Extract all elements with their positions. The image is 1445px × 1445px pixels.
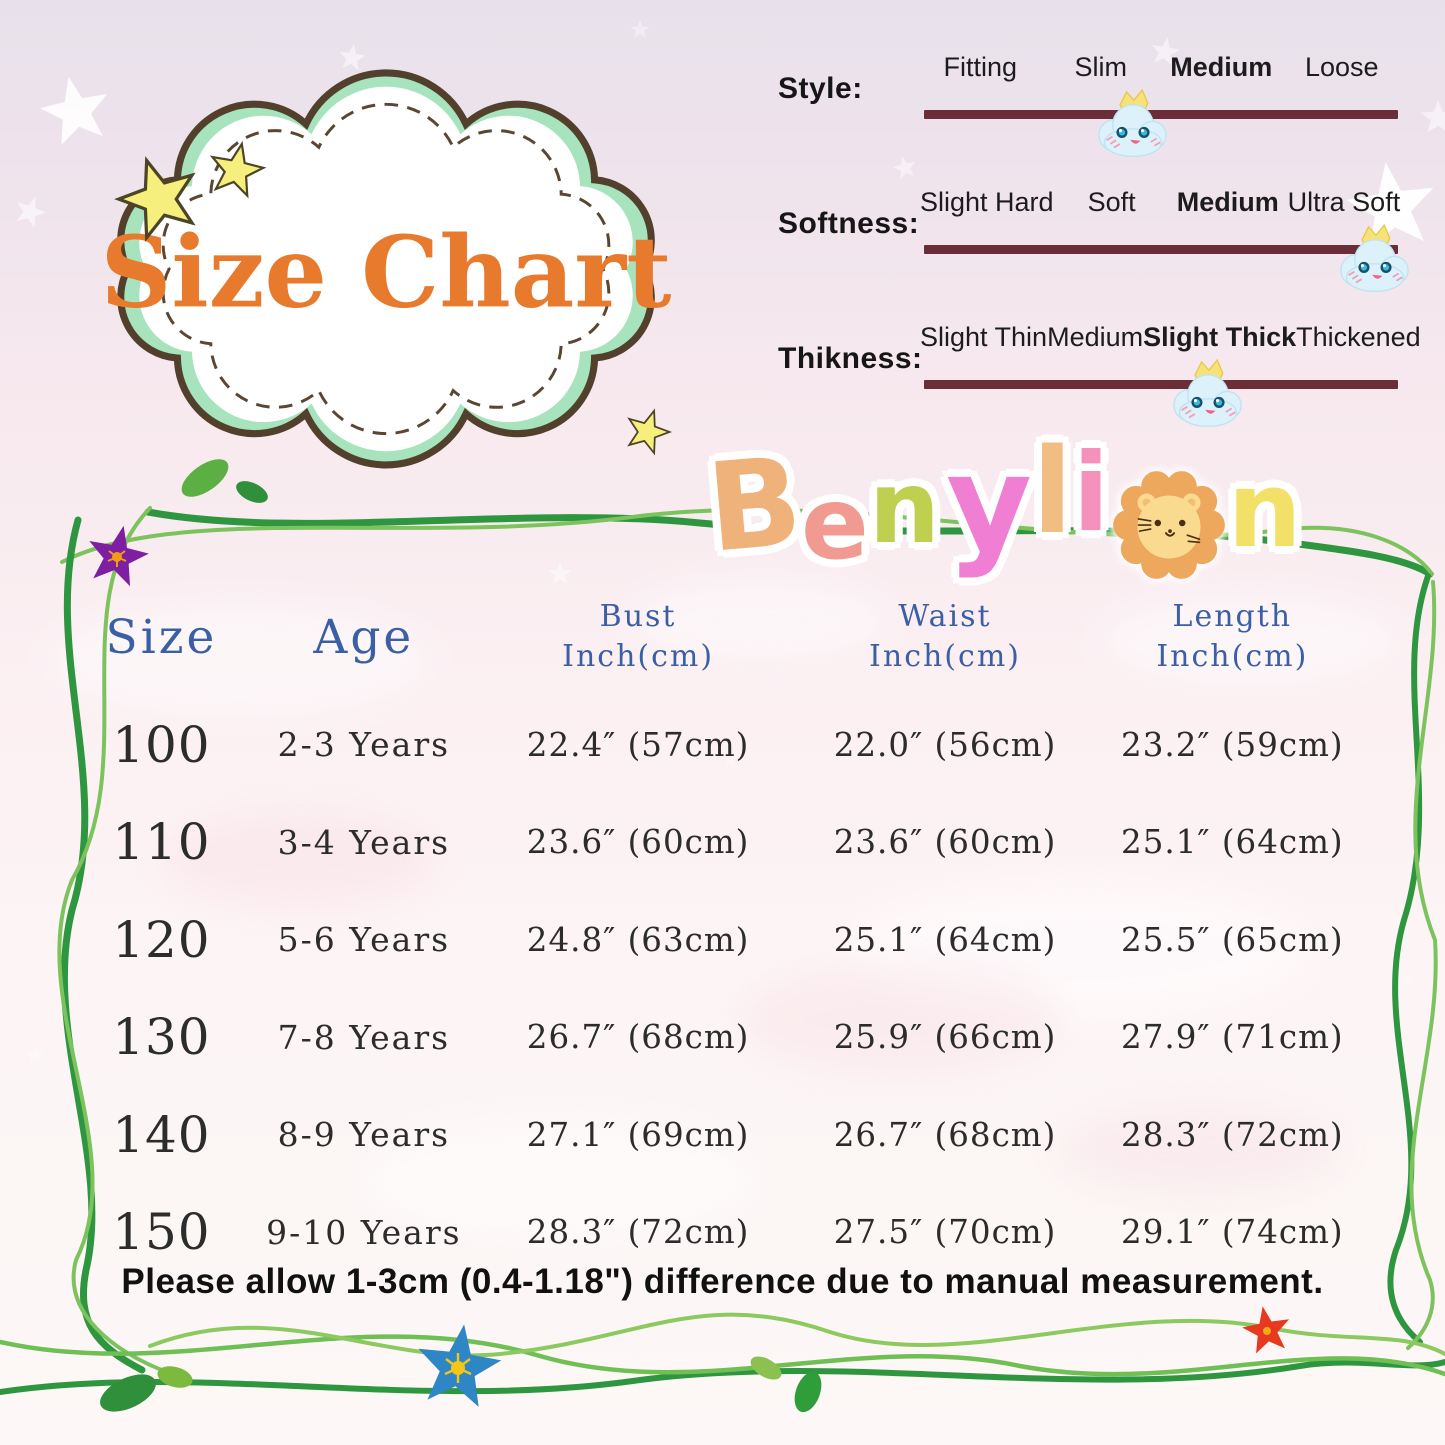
thikness-option: Thickened [1296,322,1421,352]
style-options: Fitting Slim Medium Loose [920,52,1402,83]
brand-letter: i [1072,431,1110,556]
brand-letter: B [701,430,808,580]
scale-row-softness: Softness: Slight Hard Soft Medium Ultra … [778,181,1402,316]
col-header-bust: Bust Inch(cm) [562,598,715,675]
length-value: 25.1″ (64cm) [1121,823,1344,862]
size-value: 130 [112,1008,211,1067]
softness-scale-bar [924,245,1398,254]
length-value: 28.3″ (72cm) [1121,1115,1344,1154]
waist-value: 22.0″ (56cm) [833,725,1057,764]
col-header-age: Age [313,609,415,665]
scale-bar [924,380,1398,389]
cloud-mascot-icon [1087,82,1179,170]
thikness-options: Slight Thin Medium Slight Thick Thickene… [920,322,1421,353]
style-option: Loose [1304,52,1379,82]
scale-bar [924,110,1398,119]
age-value: 3-4 Years [277,822,451,862]
brand-logo: B e n y l i [702,427,1302,581]
softness-label: Softness: [778,207,920,240]
size-value: 110 [112,813,211,872]
bust-value: 27.1″ (69cm) [526,1115,750,1154]
cloud-mascot-icon [1162,352,1254,440]
measurement-note: Please allow 1-3cm (0.4-1.18") differenc… [121,1262,1324,1301]
blue-flower-icon [411,1318,506,1410]
scale-row-thikness: Thikness: Slight Thin Medium Slight Thic… [778,316,1421,451]
style-option: Slim [1074,52,1128,82]
badge-title: Size Chart [101,215,672,330]
waist-value: 26.7″ (68cm) [833,1115,1057,1154]
table-row: 120 5-6 Years 24.8″ (63cm) 25.1″ (64cm) … [70,891,1376,989]
softness-option: Medium [1176,187,1279,217]
cloud-mascot-icon [1329,217,1421,305]
brand-letter: e [801,465,869,582]
age-value: 2-3 Years [277,725,451,765]
table-row: 130 7-8 Years 26.7″ (68cm) 25.9″ (66cm) … [70,989,1376,1087]
style-option-selected: Medium [1170,52,1273,82]
age-value: 9-10 Years [266,1212,462,1252]
bust-value: 24.8″ (63cm) [526,920,750,959]
length-value: 23.2″ (59cm) [1121,725,1344,764]
bust-value: 28.3″ (72cm) [526,1213,750,1252]
brand-letter: n [868,449,941,566]
softness-option: Slight Hard [920,187,1054,217]
col-header-waist: Waist Inch(cm) [869,598,1021,675]
thikness-scale-bar [924,380,1398,389]
table-row: 110 3-4 Years 23.6″ (60cm) 23.6″ (60cm) … [70,794,1376,892]
size-chart-badge: Size Chart [62,68,710,480]
bust-value: 22.4″ (57cm) [526,725,750,764]
table-row: 100 2-3 Years 22.4″ (57cm) 22.0″ (56cm) … [70,696,1376,794]
attribute-scales: Style: Fitting Slim Medium Loose Softnes… [778,46,1421,451]
cloud-frame: Size Chart [62,68,710,480]
size-value: 120 [112,910,211,969]
size-table: Size Age Bust Inch(cm) Waist Inch(cm) Leng… [70,578,1376,1281]
waist-value: 27.5″ (70cm) [833,1213,1057,1252]
size-value: 150 [112,1203,211,1262]
table-header-row: Size Age Bust Inch(cm) Waist Inch(cm) Leng… [70,578,1376,696]
style-scale-bar [924,110,1398,119]
brand-letter: y [946,427,1033,581]
scale-bar [924,245,1398,254]
length-value: 27.9″ (71cm) [1121,1018,1344,1057]
age-value: 5-6 Years [277,920,451,960]
age-value: 7-8 Years [277,1017,451,1057]
bust-value: 26.7″ (68cm) [526,1018,750,1057]
brand-letter: n [1227,449,1302,571]
red-flower-icon [1239,1302,1294,1356]
softness-option: Soft [1087,187,1136,217]
style-label: Style: [778,72,863,105]
bust-value: 23.6″ (60cm) [526,823,750,862]
waist-value: 25.9″ (66cm) [833,1018,1057,1057]
waist-value: 25.1″ (64cm) [833,920,1057,959]
thikness-option-selected: Slight Thick [1143,322,1297,352]
lion-face-icon [1108,462,1230,584]
col-header-size: Size [105,609,218,665]
brand-letter: l [1032,422,1073,560]
size-value: 140 [112,1105,211,1164]
style-option: Fitting [943,52,1018,82]
age-value: 8-9 Years [277,1115,451,1155]
thikness-label: Thikness: [778,342,923,375]
scale-row-style: Style: Fitting Slim Medium Loose [778,46,1402,181]
thikness-option: Slight Thin [920,322,1048,352]
thikness-option: Medium [1047,322,1144,352]
length-value: 29.1″ (74cm) [1121,1213,1344,1252]
waist-value: 23.6″ (60cm) [833,823,1057,862]
size-value: 100 [112,715,211,774]
length-value: 25.5″ (65cm) [1121,920,1344,959]
col-header-length: Length Inch(cm) [1156,598,1309,675]
softness-option-selected: Ultra Soft [1287,187,1401,217]
table-row: 140 8-9 Years 27.1″ (69cm) 26.7″ (68cm) … [70,1086,1376,1184]
softness-options: Slight Hard Soft Medium Ultra Soft [920,187,1402,218]
